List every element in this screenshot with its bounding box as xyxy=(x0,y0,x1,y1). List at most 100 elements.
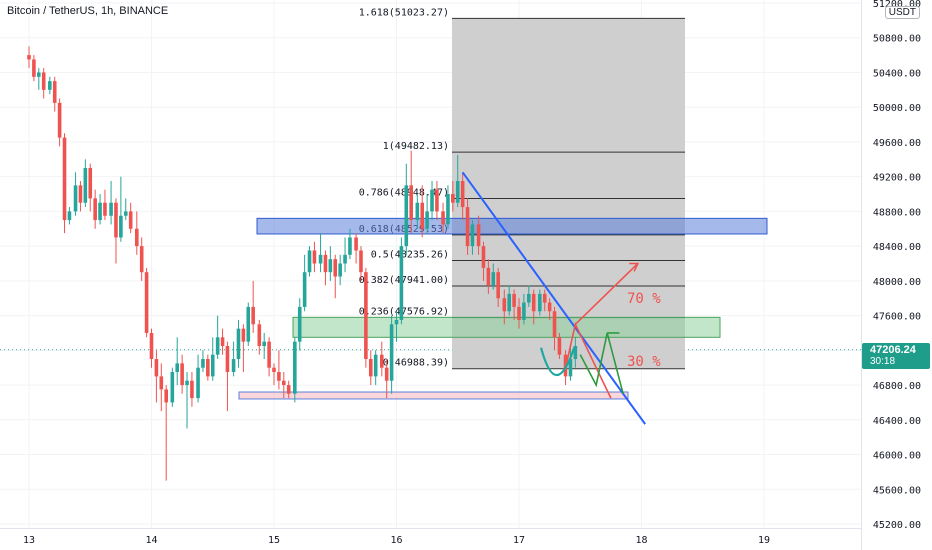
y-tick-label: 48000.00 xyxy=(873,277,921,288)
x-tick-label: 13 xyxy=(23,535,35,546)
y-tick-label: 48400.00 xyxy=(873,242,921,253)
candle-body xyxy=(286,385,291,394)
candle-body xyxy=(282,380,286,386)
candle-body xyxy=(241,328,246,342)
fib-level-label: 0.382(47941.00) xyxy=(359,275,449,286)
candle-body xyxy=(225,345,230,373)
candle-body xyxy=(32,59,36,77)
price-axis[interactable]: 51200.00 50800.00 50400.00 50000.00 49600.00… xyxy=(861,0,922,550)
candle-body xyxy=(257,324,262,346)
candle-body xyxy=(149,332,154,360)
candle-body xyxy=(236,328,241,360)
candle-body xyxy=(364,272,368,360)
candle-body xyxy=(262,341,266,346)
candle-body xyxy=(333,259,338,277)
y-tick-label: 50800.00 xyxy=(873,34,921,45)
red-arrow-up xyxy=(574,262,639,325)
candle-body xyxy=(190,380,194,399)
zone-resistance xyxy=(256,217,768,235)
zone-support xyxy=(292,316,721,338)
candle-body xyxy=(272,367,276,373)
candle-body xyxy=(368,359,373,377)
fib-level-label: 1.618(51023.27) xyxy=(359,7,449,18)
candle-body xyxy=(57,102,62,138)
candle-body xyxy=(441,211,445,225)
fib-area xyxy=(452,18,685,369)
x-tick-label: 17 xyxy=(513,535,525,546)
bar-countdown: 30:18 xyxy=(870,356,896,367)
candle-body xyxy=(552,311,557,338)
fib-level-label: 0.236(47576.92) xyxy=(359,307,449,318)
label-30-percent: 30 % xyxy=(627,354,661,370)
y-tick-label: 45200.00 xyxy=(873,520,921,531)
candle-body xyxy=(73,185,78,212)
candle-body xyxy=(196,367,200,399)
drawings[interactable]: 70 % 30 % xyxy=(461,171,662,425)
candle-body xyxy=(328,259,333,273)
y-tick-label: 48800.00 xyxy=(873,207,921,218)
candle-body xyxy=(420,202,425,229)
y-tick-label: 46000.00 xyxy=(873,451,921,462)
candle-body xyxy=(465,207,470,247)
fibonacci-retracement[interactable]: 1.618(51023.27) 1(49482.13) 0.786(48948.47… xyxy=(359,7,685,370)
candle-body xyxy=(93,198,97,221)
candle-body xyxy=(318,254,323,264)
bottom-curve xyxy=(539,347,576,377)
fib-level-label: 0.786(48948.47) xyxy=(359,188,449,199)
candle-body xyxy=(323,254,328,273)
y-tick-label: 46800.00 xyxy=(873,381,921,392)
candle-body xyxy=(446,194,450,225)
candle-body xyxy=(502,298,507,312)
candle-body xyxy=(52,81,57,103)
time-axis[interactable]: 13 14 15 16 17 18 19 xyxy=(0,528,861,547)
label-70-percent: 70 % xyxy=(627,291,661,307)
y-tick-label: 50000.00 xyxy=(873,103,921,114)
fib-level-label: 1(49482.13) xyxy=(383,141,449,152)
y-tick-label: 49200.00 xyxy=(873,173,921,184)
currency-badge[interactable]: USDT xyxy=(884,6,920,19)
candle-body xyxy=(496,272,500,299)
fib-level-label: 0.5(48235.26) xyxy=(371,249,449,260)
candle-body xyxy=(430,189,434,212)
y-tick-label: 50400.00 xyxy=(873,68,921,79)
candle-body xyxy=(547,302,552,312)
candle-body xyxy=(409,185,413,221)
candle-body xyxy=(522,302,526,320)
candle-body xyxy=(277,372,281,381)
candle-body xyxy=(128,211,133,229)
candle-body xyxy=(139,246,144,273)
candle-body xyxy=(338,263,342,277)
candle-body xyxy=(512,293,516,307)
candle-body xyxy=(119,215,123,238)
red-path xyxy=(564,321,612,399)
candle-body xyxy=(491,272,496,286)
candle-body xyxy=(404,185,409,247)
candle-body xyxy=(109,202,113,216)
candle-body xyxy=(123,211,128,216)
candle-body xyxy=(170,372,175,403)
candle-body xyxy=(302,272,307,307)
candle-body xyxy=(159,376,164,390)
zone-bottom xyxy=(238,391,629,400)
candle-body xyxy=(538,293,542,312)
candle-body xyxy=(175,363,180,373)
candle-body xyxy=(48,81,52,90)
candle-body xyxy=(62,137,67,221)
candle-body xyxy=(267,341,271,368)
candle-body xyxy=(343,254,347,264)
candle-body xyxy=(210,354,215,377)
candle-body xyxy=(307,250,312,273)
candle-body xyxy=(380,354,384,368)
candle-body xyxy=(542,293,547,303)
candle-body xyxy=(415,202,420,221)
y-tick-label: 51200.00 xyxy=(873,0,921,10)
candle-body xyxy=(103,202,107,216)
candle-body xyxy=(394,319,399,325)
symbol-title[interactable]: Bitcoin / TetherUS, 1h, BINANCE xyxy=(7,5,169,17)
candle-body xyxy=(220,337,225,346)
candle-body xyxy=(507,293,511,312)
candle-body xyxy=(354,237,358,251)
candle-body xyxy=(373,354,378,377)
candle-body xyxy=(460,181,465,208)
